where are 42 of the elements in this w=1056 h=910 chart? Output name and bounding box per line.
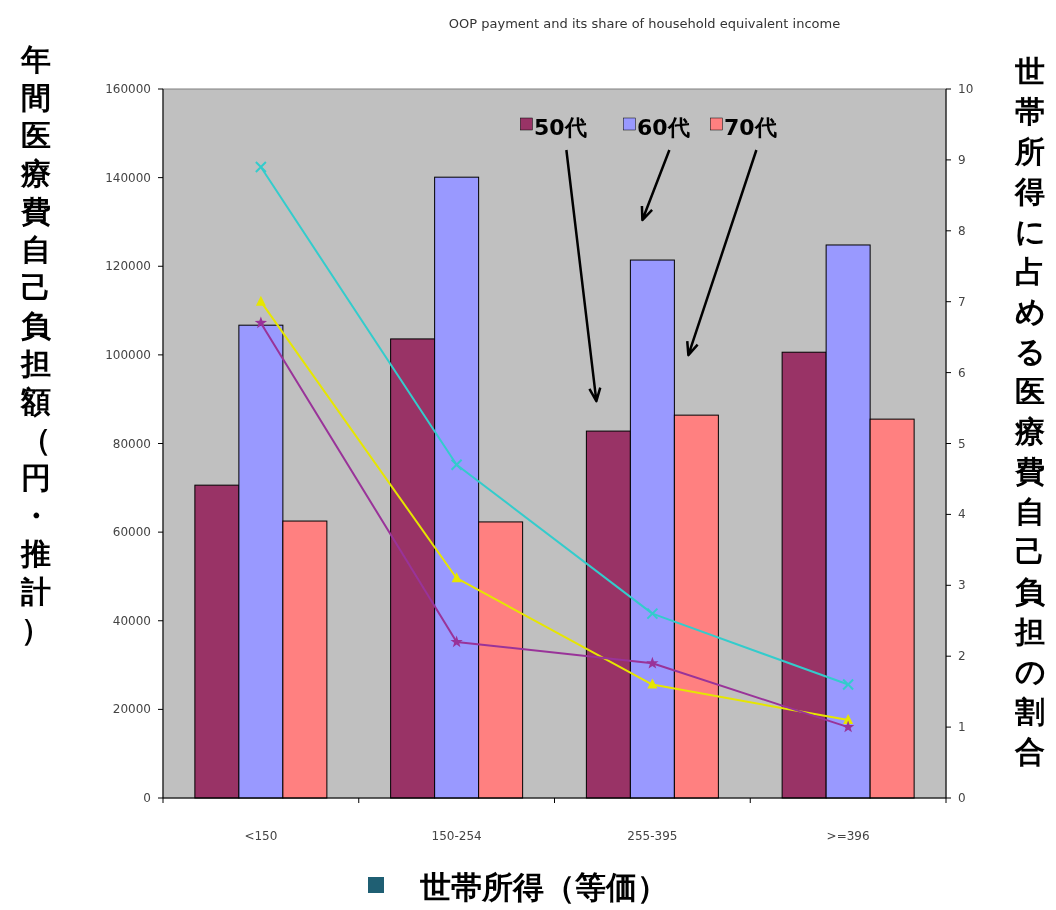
y-tick-label: 160000 (105, 82, 151, 96)
y2-axis-title: 世帯所得に占める医療費自己負担の割合 (1014, 54, 1046, 769)
point (254, 316, 268, 329)
x-axis-title: 世帯所得（等価） (419, 869, 668, 905)
y2-tick-label: 5 (958, 436, 966, 451)
y-axis-title: 年間医療費自己負担額（円・推計） (21, 42, 51, 647)
y-tick-label: 60000 (112, 525, 151, 540)
point (841, 720, 855, 733)
y2-tick-label: 9 (958, 152, 966, 167)
point (451, 572, 462, 583)
y2-tick-label: 2 (958, 649, 966, 664)
y2-tick-label: 1 (958, 720, 966, 735)
x-tick-label: <150 (244, 829, 278, 843)
point (842, 678, 855, 691)
point (843, 714, 854, 725)
point (647, 678, 658, 689)
x-tick-label: >=396 (826, 829, 870, 843)
y-tick-label: 80000 (112, 436, 151, 451)
y-tick-label: 140000 (105, 170, 151, 185)
point (255, 295, 266, 306)
y-tick-label: 40000 (112, 613, 151, 628)
point (646, 607, 659, 620)
x-tick-label: 255-395 (627, 829, 678, 843)
legend-label: 50代 (534, 115, 587, 140)
chart-title: OOP payment and its share of household equivalent income (448, 16, 841, 31)
y2-tick-label: 8 (958, 223, 966, 238)
y2-tick-label: 4 (958, 507, 966, 522)
x-tick-label: 150-254 (431, 829, 482, 843)
y-tick-label: 0 (143, 791, 151, 805)
y2-tick-label: 0 (958, 791, 966, 805)
y-tick-label: 20000 (112, 702, 151, 717)
point (450, 458, 463, 471)
y-tick-label: 120000 (105, 259, 151, 274)
y2-tick-label: 3 (958, 578, 966, 593)
y2-tick-label: 6 (958, 365, 966, 380)
y2-tick-label: 10 (958, 82, 974, 96)
point (450, 635, 463, 648)
y2-tick-label: 7 (958, 294, 966, 309)
y-tick-label: 100000 (105, 347, 151, 362)
legend-label: 70代 (724, 115, 777, 140)
point (254, 160, 267, 173)
point (646, 656, 659, 669)
